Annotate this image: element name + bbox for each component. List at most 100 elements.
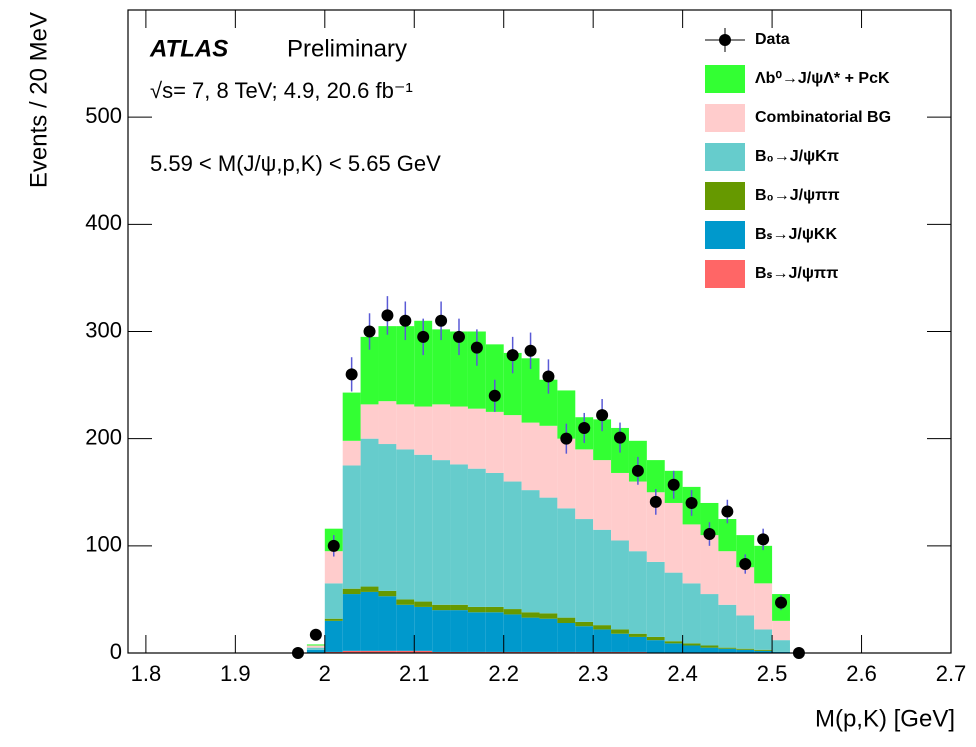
histogram-bar xyxy=(467,612,486,652)
data-point xyxy=(560,432,573,445)
histogram-bar xyxy=(306,645,325,648)
data-point xyxy=(757,533,770,546)
preliminary-label: Preliminary xyxy=(287,35,407,62)
histogram-bar xyxy=(718,604,737,648)
histogram-bar xyxy=(575,449,594,520)
histogram-bar xyxy=(736,648,755,650)
y-tick-label: 200 xyxy=(85,424,122,449)
legend-swatch xyxy=(705,143,745,171)
data-point xyxy=(685,496,698,509)
histogram-bar xyxy=(450,610,468,652)
histogram-bar xyxy=(682,645,701,653)
histogram-bar xyxy=(539,425,558,498)
data-point xyxy=(614,431,627,444)
histogram-bar xyxy=(378,326,397,402)
histogram-bar xyxy=(539,497,558,614)
data-point xyxy=(578,421,591,434)
mass-window-label: 5.59 < M(J/ψ,p,K) < 5.65 GeV xyxy=(150,151,441,176)
legend-label: Bₛ→J/ψKK xyxy=(755,226,837,243)
histogram-bar xyxy=(736,567,755,616)
histogram-bar xyxy=(539,379,558,426)
histogram-bar xyxy=(772,640,790,652)
histogram-bar xyxy=(360,336,379,405)
histogram-bar xyxy=(324,620,343,652)
legend-label: B₀→J/ψππ xyxy=(755,187,840,204)
data-point xyxy=(363,325,376,338)
data-point xyxy=(381,309,394,322)
histogram-bar xyxy=(485,612,504,652)
x-tick-label: 2.6 xyxy=(846,661,877,686)
histogram-bar xyxy=(557,622,576,652)
atlas-label: ATLAS xyxy=(149,35,228,62)
legend-label: Data xyxy=(755,31,790,48)
histogram-bar xyxy=(396,326,415,405)
x-tick-label: 2.4 xyxy=(667,661,698,686)
histogram-bar xyxy=(396,650,415,653)
data-point xyxy=(309,628,322,641)
histogram-bar xyxy=(593,419,612,461)
data-point xyxy=(703,528,716,541)
legend-marker xyxy=(719,34,731,46)
histogram-bar xyxy=(718,647,737,649)
histogram-bar xyxy=(539,613,558,619)
x-tick-label: 2.3 xyxy=(578,661,609,686)
y-tick-label: 500 xyxy=(85,103,122,128)
histogram-bar xyxy=(754,629,773,650)
histogram-bar xyxy=(450,464,468,605)
histogram-bar xyxy=(718,519,737,552)
legend-swatch xyxy=(705,260,745,288)
histogram-bar xyxy=(646,492,665,562)
histogram-bar xyxy=(700,645,719,648)
histogram-bar xyxy=(664,502,683,573)
histogram-bar xyxy=(646,561,665,637)
histogram-bar xyxy=(485,472,504,607)
x-tick-label: 2.2 xyxy=(488,661,519,686)
histogram-bar xyxy=(700,502,719,536)
histogram-bar xyxy=(539,618,558,652)
histogram-bar xyxy=(360,404,379,439)
data-point xyxy=(775,596,788,609)
histogram-bar xyxy=(593,529,612,626)
histogram-bar xyxy=(503,609,522,615)
histogram-bar xyxy=(414,601,433,607)
histogram-bar xyxy=(628,551,647,634)
histogram-bar xyxy=(700,535,719,595)
histogram-bar xyxy=(360,438,379,587)
histogram-bar xyxy=(557,617,576,623)
data-point xyxy=(524,344,537,357)
y-tick-label: 100 xyxy=(85,532,122,557)
histogram-bar xyxy=(414,606,433,651)
histogram-bar xyxy=(700,647,719,653)
legend-label: Combinatorial BG xyxy=(755,109,891,126)
histogram-bar xyxy=(432,404,451,461)
histogram-bar xyxy=(772,620,790,641)
data-point xyxy=(435,314,448,327)
histogram-bar xyxy=(324,551,343,584)
histogram-bar xyxy=(360,591,379,651)
histogram-bar xyxy=(360,586,379,592)
histogram-bar xyxy=(682,583,701,644)
data-point xyxy=(345,368,358,381)
histogram-bar xyxy=(718,648,737,653)
y-tick-label: 0 xyxy=(110,639,122,664)
y-tick-label: 300 xyxy=(85,317,122,342)
data-point xyxy=(739,558,752,571)
histogram-bar xyxy=(414,320,433,407)
histogram-bar xyxy=(611,540,629,630)
histogram-bar xyxy=(396,449,415,600)
x-tick-label: 2.1 xyxy=(399,661,430,686)
histogram-bar xyxy=(342,650,361,653)
data-point xyxy=(470,341,483,354)
histogram-bar xyxy=(628,633,647,637)
data-point xyxy=(649,495,662,508)
histogram-bar xyxy=(521,617,540,652)
histogram-bar xyxy=(360,650,379,653)
histogram-bar xyxy=(342,392,361,441)
histogram-bar xyxy=(324,583,343,619)
data-point xyxy=(631,464,644,477)
histogram-bar xyxy=(611,629,629,634)
energy-label: √s= 7, 8 TeV; 4.9, 20.6 fb⁻¹ xyxy=(150,78,413,103)
histogram-bar xyxy=(611,633,629,652)
data-point xyxy=(721,505,734,518)
data-point xyxy=(506,349,519,362)
